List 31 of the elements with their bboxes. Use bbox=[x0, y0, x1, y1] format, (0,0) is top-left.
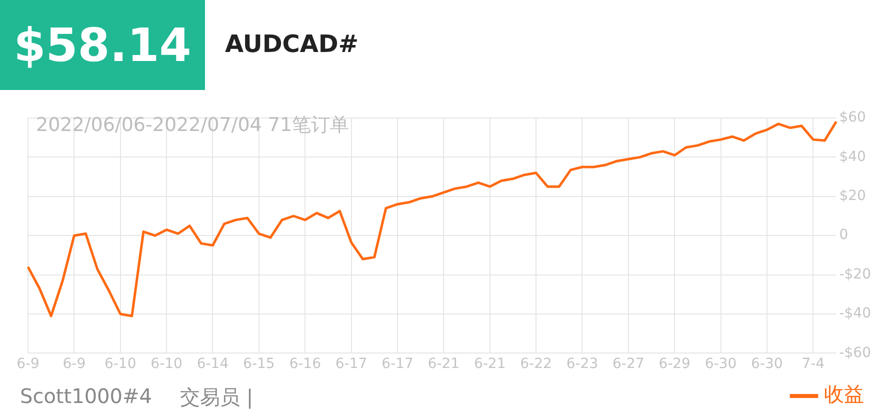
y-tick-label: -$40 bbox=[839, 306, 872, 322]
y-tick-label: -$20 bbox=[839, 266, 872, 282]
x-tick-label: 6-23 bbox=[566, 356, 598, 372]
x-tick-label: 6-10 bbox=[104, 356, 136, 372]
x-tick-label: 6-30 bbox=[751, 356, 783, 372]
text: $58.14 bbox=[0, 0, 205, 90]
x-tick-label: 6-22 bbox=[520, 356, 552, 372]
legend-label: 收益 bbox=[824, 382, 864, 406]
x-tick-label: 6-27 bbox=[612, 356, 644, 372]
y-tick-label: -$60 bbox=[839, 344, 872, 361]
x-tick-label: 6-10 bbox=[150, 356, 182, 372]
x-tick-label: 7-4 bbox=[802, 356, 825, 372]
y-tick-label: $60 bbox=[839, 110, 866, 126]
x-tick-label: 6-17 bbox=[335, 356, 368, 372]
y-tick-label: $20 bbox=[839, 188, 866, 204]
x-tick-label: 6-21 bbox=[474, 356, 506, 372]
text: Scott1000#4 bbox=[20, 384, 152, 410]
x-tick-label: 6-30 bbox=[704, 356, 737, 372]
chart-title: AUDCAD# bbox=[225, 30, 358, 58]
x-tick-label: 6-15 bbox=[243, 356, 275, 372]
y-tick-label: 0 bbox=[839, 227, 848, 244]
x-tick-label: 6-9 bbox=[62, 356, 86, 372]
x-tick-label: 6-16 bbox=[289, 356, 322, 372]
chart-subtitle: 2022/06/06-2022/07/04 71笔订单 bbox=[36, 113, 350, 138]
x-tick-label: 6-21 bbox=[428, 356, 460, 372]
y-tick-label: $40 bbox=[839, 148, 866, 165]
x-tick-label: 6-29 bbox=[658, 356, 690, 372]
x-tick-label: 6-17 bbox=[382, 356, 414, 372]
x-tick-label: 6-14 bbox=[196, 356, 229, 372]
text: 交易员 | bbox=[180, 384, 254, 411]
x-tick-label: 6-9 bbox=[16, 356, 40, 372]
